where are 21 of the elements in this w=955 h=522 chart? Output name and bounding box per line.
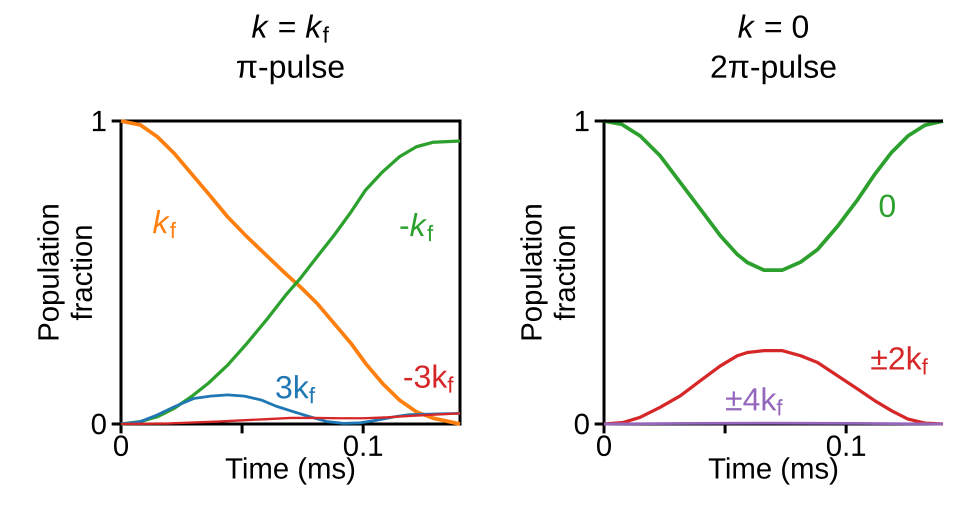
series-label: k$_{f}$ <box>152 210 176 238</box>
x-tick-label: 0 <box>597 435 612 456</box>
series-label: ±2k$_{f}$ <box>871 346 928 374</box>
chart-subtitle: 2π-pulse <box>712 54 836 84</box>
x-tick-label: 0.1 <box>344 435 382 456</box>
chart-subtitle: π-pulse <box>237 54 344 84</box>
chart-title: k = k$_{f}$ <box>252 14 329 43</box>
chart-title: k = 0 <box>738 14 808 38</box>
series-label: ±4k$_{f}$ <box>726 387 783 416</box>
y-tick-label: 1 <box>92 110 106 132</box>
series-label: 0 <box>880 194 895 218</box>
series-label: -3k$_{f}$ <box>404 364 454 393</box>
y-axis-title: Population fraction <box>520 205 576 340</box>
y-axis-title: Population fraction <box>37 205 92 340</box>
x-tick-label: 0 <box>114 435 128 456</box>
series-label: 3k$_{f}$ <box>276 375 316 404</box>
series-label: -k$_{f}$ <box>400 212 434 242</box>
x-axis-title: Time (ms) <box>226 457 354 485</box>
x-axis-title: Time (ms) <box>708 457 838 485</box>
y-tick-label: 1 <box>576 110 589 132</box>
x-tick-label: 0.1 <box>826 435 866 456</box>
